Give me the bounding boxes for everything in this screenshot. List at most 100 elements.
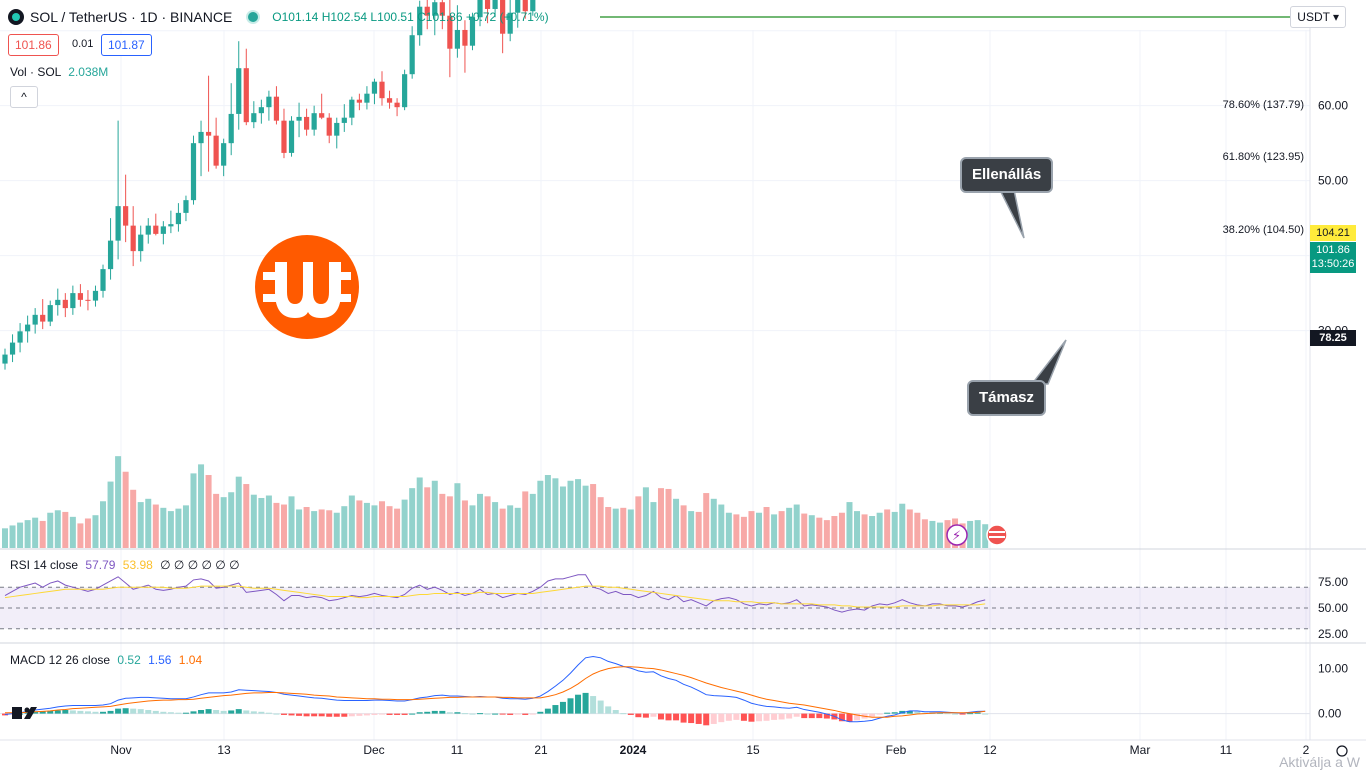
collapse-legend-button[interactable]: ^ bbox=[10, 86, 38, 108]
volume-bar bbox=[107, 481, 114, 548]
rsi-legend[interactable]: RSI 14 close 57.79 53.98 ∅ ∅ ∅ ∅ ∅ ∅ bbox=[10, 558, 240, 572]
candle-body bbox=[123, 206, 129, 226]
volume-bar bbox=[190, 473, 197, 548]
macd-histogram-bar bbox=[567, 698, 574, 714]
macd-histogram-bar bbox=[650, 713, 657, 717]
volume-bar bbox=[529, 493, 536, 548]
macd-axis-tick: 0.00 bbox=[1318, 707, 1342, 721]
candle-body bbox=[62, 299, 68, 309]
candle-body bbox=[25, 324, 31, 332]
macd-histogram-bar bbox=[137, 709, 144, 714]
price-axis-tick: 50.00 bbox=[1318, 174, 1348, 188]
support-callout[interactable]: Támasz bbox=[967, 380, 1047, 416]
candle-body bbox=[47, 305, 53, 322]
symbol-title[interactable]: SOL / TetherUS · 1D · BINANCE bbox=[30, 9, 233, 25]
volume-bar bbox=[145, 498, 152, 548]
volume-bar bbox=[492, 502, 499, 548]
macd-histogram-bar bbox=[605, 706, 612, 714]
macd-histogram-bar bbox=[477, 713, 484, 715]
macd-histogram-bar bbox=[152, 710, 159, 714]
macd-histogram-bar bbox=[635, 713, 642, 718]
macd-histogram-bar bbox=[167, 712, 174, 714]
volume-bar bbox=[906, 509, 913, 548]
candle-body bbox=[409, 35, 415, 75]
macd-histogram-bar bbox=[303, 713, 310, 717]
volume-bar bbox=[801, 513, 808, 548]
volume-bar bbox=[167, 511, 174, 548]
volume-bar bbox=[703, 493, 710, 548]
macd-histogram-bar bbox=[220, 710, 227, 714]
volume-bar bbox=[605, 507, 612, 548]
buy-price-button[interactable]: 101.87 bbox=[101, 34, 152, 56]
macd-histogram-bar bbox=[446, 712, 453, 714]
volume-bar bbox=[9, 525, 16, 548]
candle-body bbox=[417, 6, 423, 36]
macd-histogram-bar bbox=[371, 713, 378, 715]
candle-body bbox=[454, 29, 460, 49]
macd-histogram-bar bbox=[695, 713, 702, 724]
volume-bar bbox=[786, 507, 793, 548]
candle-body bbox=[522, 0, 528, 12]
volume-legend[interactable]: Vol · SOL 2.038M bbox=[10, 65, 108, 79]
volume-bar bbox=[499, 508, 506, 548]
volume-value: 2.038M bbox=[68, 65, 109, 79]
macd-histogram-bar bbox=[816, 713, 823, 719]
volume-bar bbox=[258, 497, 265, 548]
volume-bar bbox=[552, 478, 559, 548]
candle-body bbox=[424, 6, 430, 16]
volume-bar bbox=[808, 515, 815, 548]
volume-bar bbox=[680, 505, 687, 548]
candle-body bbox=[258, 107, 264, 114]
open-value: O101.14 bbox=[272, 10, 319, 24]
macd-legend[interactable]: MACD 12 26 close 0.52 1.56 1.04 bbox=[10, 653, 202, 667]
volume-bar bbox=[333, 512, 340, 548]
macd-histogram-bar bbox=[84, 711, 91, 714]
symbol-header[interactable]: SOL / TetherUS · 1D · BINANCE O101.14 H1… bbox=[8, 7, 549, 27]
macd-histogram-bar bbox=[559, 701, 566, 714]
logo-bar bbox=[263, 272, 277, 280]
sell-price-button[interactable]: 101.86 bbox=[8, 34, 59, 56]
volume-bar bbox=[688, 511, 695, 548]
macd-histogram-bar bbox=[77, 710, 84, 714]
macd-histogram-bar bbox=[612, 710, 619, 714]
spread-value: 0.01 bbox=[72, 38, 94, 50]
macd-histogram-bar bbox=[710, 713, 717, 724]
candle-body bbox=[243, 68, 249, 123]
candle-body bbox=[304, 116, 310, 130]
volume-bar bbox=[461, 500, 468, 548]
resistance-callout[interactable]: Ellenállás bbox=[960, 157, 1054, 193]
macd-histogram-bar bbox=[688, 713, 695, 724]
macd-histogram-bar bbox=[394, 713, 401, 715]
volume-bar bbox=[559, 486, 566, 548]
volume-bar bbox=[982, 524, 989, 548]
us-flag-event-icon bbox=[986, 524, 1008, 546]
candle-body bbox=[492, 0, 498, 9]
volume-bar bbox=[838, 512, 845, 548]
macd-histogram-bar bbox=[982, 713, 989, 715]
high-value: H102.54 bbox=[321, 10, 368, 24]
volume-bar bbox=[394, 508, 401, 548]
candle-body bbox=[213, 135, 219, 166]
rsi-ma-line bbox=[4, 585, 986, 608]
volume-bar bbox=[205, 475, 212, 548]
market-status-icon[interactable] bbox=[246, 10, 261, 24]
macd-histogram-bar bbox=[959, 713, 966, 715]
candle-body bbox=[281, 120, 287, 153]
macd-histogram-bar bbox=[130, 708, 137, 714]
macd-histogram-bar bbox=[492, 713, 499, 715]
volume-bar bbox=[137, 502, 144, 548]
macd-histogram-bar bbox=[876, 713, 883, 715]
close-value: C101.86 bbox=[417, 10, 463, 24]
volume-bar bbox=[582, 485, 589, 548]
currency-button[interactable]: USDT ▾ bbox=[1290, 6, 1346, 28]
volume-bar bbox=[816, 517, 823, 548]
macd-histogram-bar bbox=[967, 713, 974, 715]
candle-body bbox=[356, 99, 362, 103]
volume-bar bbox=[891, 511, 898, 548]
macd-histogram-bar bbox=[318, 713, 325, 717]
macd-histogram-bar bbox=[756, 713, 762, 722]
volume-bar bbox=[439, 493, 446, 548]
candle-body bbox=[228, 113, 234, 144]
volume-bar bbox=[748, 511, 755, 548]
